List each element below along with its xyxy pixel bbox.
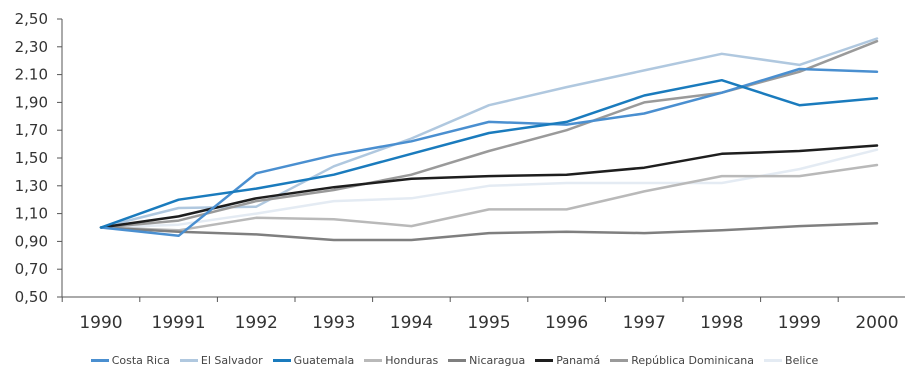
legend-swatch bbox=[272, 358, 291, 362]
legend-label: Costa Rica bbox=[111, 353, 170, 367]
legend-label: Honduras bbox=[385, 353, 439, 367]
x-tick-label: 1998 bbox=[700, 313, 743, 333]
x-tick-label: 1992 bbox=[235, 313, 278, 333]
legend-label: Guatemala bbox=[293, 353, 355, 367]
legend-item: Honduras bbox=[364, 354, 438, 367]
x-tick-label: 1995 bbox=[467, 313, 510, 333]
x-tick-label: 1993 bbox=[312, 313, 355, 333]
x-tick-label: 19991 bbox=[152, 313, 206, 333]
series-line-costa-rica bbox=[99, 67, 879, 238]
legend-item: República Dominicana bbox=[610, 354, 754, 367]
series-line-guatemala bbox=[99, 78, 879, 229]
x-tick-label: 1999 bbox=[778, 313, 821, 333]
y-tick-label: 1,30 bbox=[15, 177, 48, 195]
legend-swatch bbox=[535, 358, 554, 362]
series-line-belice bbox=[99, 148, 879, 229]
y-tick-label: 2,30 bbox=[15, 38, 48, 56]
legend-swatch bbox=[610, 358, 629, 362]
series-lines bbox=[99, 37, 879, 242]
x-axis: 1990 19991 1992 1993 1994 1995 1996 1997 1998 199… bbox=[61, 296, 905, 333]
legend-label: Belice bbox=[785, 353, 819, 367]
y-tick-label: 0,50 bbox=[15, 288, 48, 306]
legend-swatch bbox=[179, 358, 198, 362]
legend-label: El Salvador bbox=[200, 353, 263, 367]
series-line-rep-blica-dominicana bbox=[99, 39, 879, 229]
legend-item: Costa Rica bbox=[90, 353, 170, 367]
legend-item: Nicaragua bbox=[448, 354, 525, 367]
y-tick-label: 1,10 bbox=[15, 205, 48, 223]
y-tick-label: 0,70 bbox=[15, 260, 48, 278]
legend-label: Panamá bbox=[556, 353, 601, 367]
legend-swatch bbox=[90, 358, 109, 362]
x-tick-label: 1994 bbox=[390, 313, 433, 333]
series-line-panam- bbox=[99, 144, 879, 229]
legend-item: Guatemala bbox=[272, 353, 355, 367]
legend-swatch bbox=[764, 358, 783, 362]
legend: Costa Rica El Salvador Guatemala Honduras Ni… bbox=[0, 352, 909, 368]
y-axis: 0,50 0,70 0,90 1,10 1,30 1,50 1,70 1,90 2.10 2,30… bbox=[15, 10, 63, 306]
legend-item: Belice bbox=[764, 354, 818, 367]
series-line-nicaragua bbox=[99, 222, 879, 242]
series-line-honduras bbox=[99, 163, 879, 232]
y-tick-label: 1,70 bbox=[15, 121, 48, 139]
y-tick-label: 1,90 bbox=[15, 93, 48, 111]
x-tick-label: 1997 bbox=[623, 313, 666, 333]
legend-label: República Dominicana bbox=[631, 353, 755, 367]
y-tick-label: 1,50 bbox=[15, 149, 48, 167]
y-tick-label: 2.10 bbox=[15, 66, 48, 84]
line-chart: 0,50 0,70 0,90 1,10 1,30 1,50 1,70 1,90 2.10 2,30… bbox=[15, 10, 905, 333]
x-tick-label: 1990 bbox=[79, 313, 122, 333]
y-tick-label: 2,50 bbox=[15, 10, 48, 28]
x-tick-label: 2000 bbox=[855, 313, 898, 333]
legend-label: Nicaragua bbox=[469, 353, 526, 367]
legend-swatch bbox=[364, 358, 383, 362]
x-tick-label: 1996 bbox=[545, 313, 588, 333]
legend-item: El Salvador bbox=[179, 353, 263, 367]
legend-swatch bbox=[448, 358, 467, 362]
y-tick-label: 0,90 bbox=[15, 232, 48, 250]
legend-item: Panamá bbox=[535, 354, 600, 367]
